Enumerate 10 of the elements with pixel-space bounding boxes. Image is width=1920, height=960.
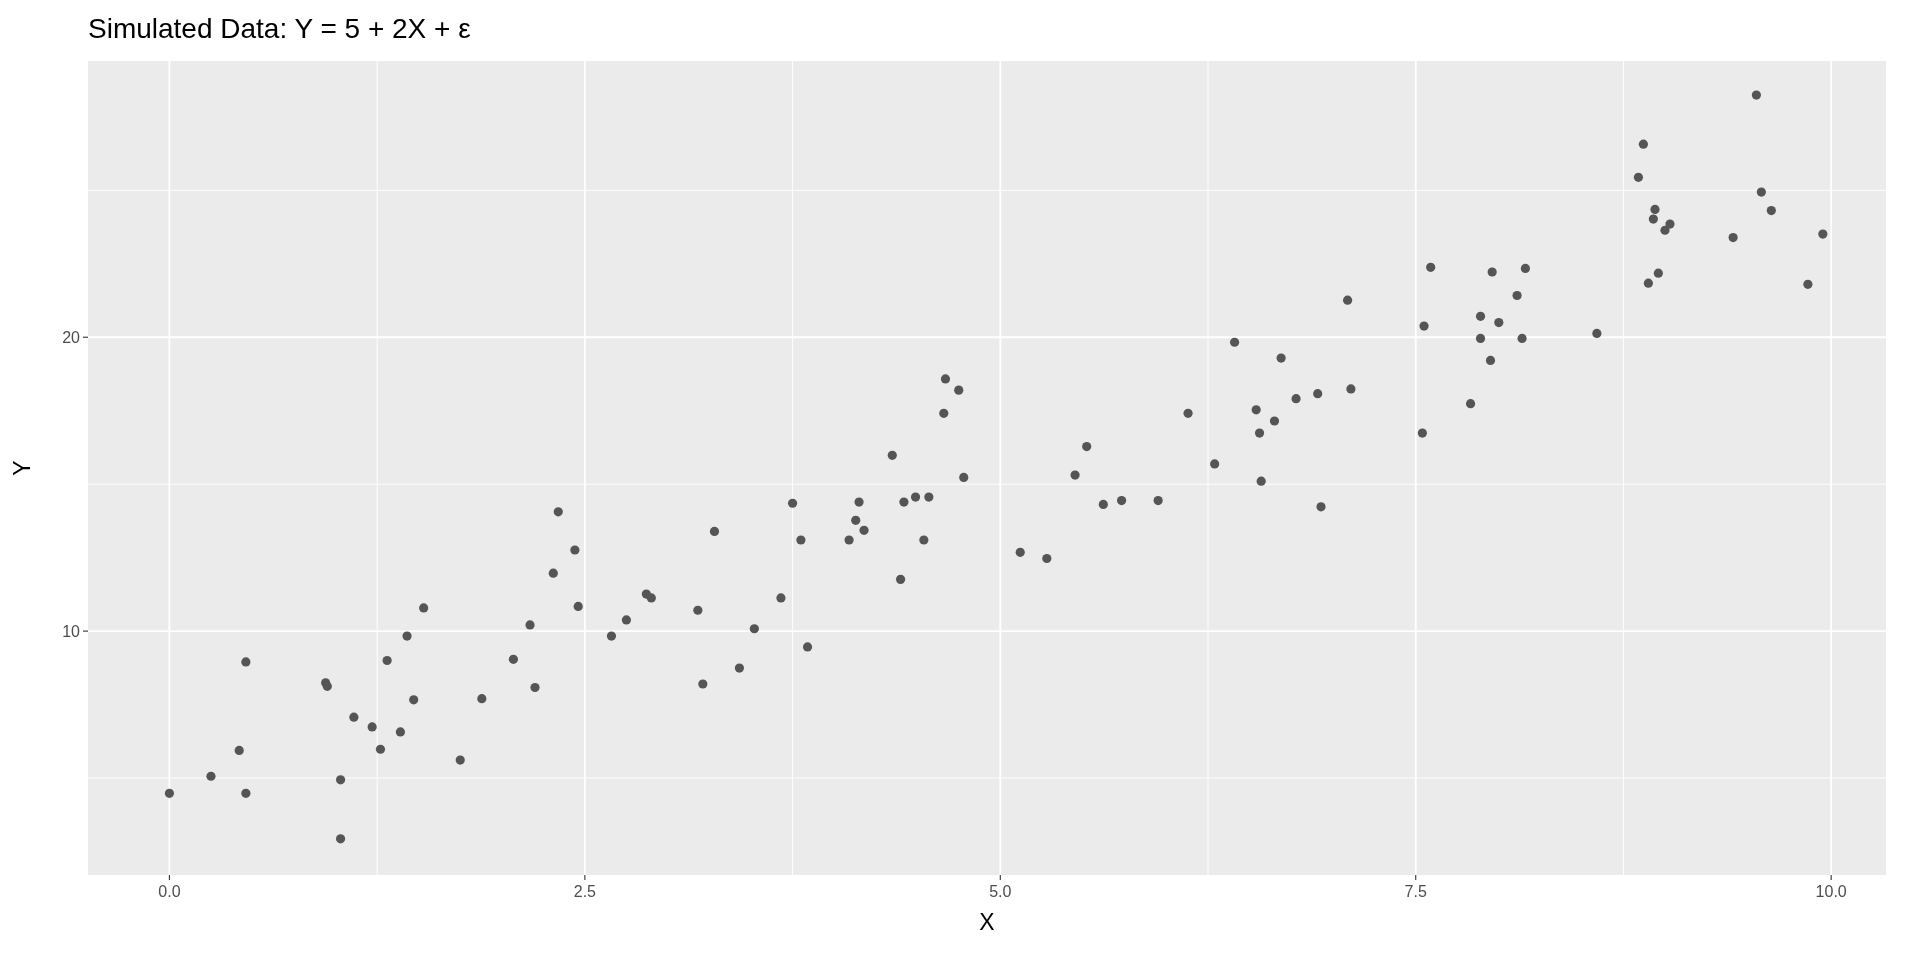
- y-tick-label: 10: [62, 622, 81, 640]
- x-tick-label: 2.5: [573, 883, 597, 900]
- x-tick-label: 7.5: [1404, 883, 1427, 900]
- x-tick-label: 0.0: [158, 883, 181, 900]
- y-tick-label: 20: [62, 328, 81, 346]
- x-axis-title: X: [979, 909, 995, 935]
- y-axis-title: Y: [9, 460, 35, 476]
- chart-title: Simulated Data: Y = 5 + 2X + ε: [88, 13, 471, 44]
- x-tick-label: 10.0: [1815, 883, 1847, 900]
- x-tick-label: 5.0: [989, 883, 1012, 900]
